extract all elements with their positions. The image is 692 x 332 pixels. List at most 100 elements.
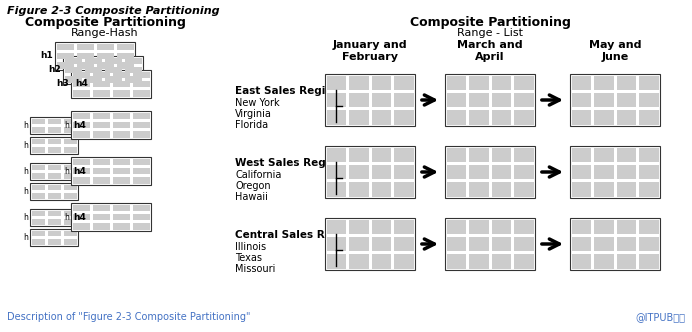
Bar (132, 131, 149, 137)
Text: h1: h1 (40, 51, 53, 60)
Text: h4: h4 (73, 212, 86, 221)
Text: East Sales Region: East Sales Region (235, 86, 340, 96)
Bar (325, 146, 415, 198)
Bar (93, 90, 109, 97)
Bar (469, 237, 489, 251)
Text: h: h (64, 167, 69, 176)
Bar (64, 210, 77, 216)
Bar (125, 76, 141, 82)
Bar (113, 131, 129, 137)
Bar (132, 81, 149, 87)
Bar (113, 90, 129, 97)
Bar (570, 146, 660, 198)
Bar (372, 75, 391, 90)
Bar (325, 74, 415, 126)
Bar (132, 177, 149, 184)
Text: h: h (64, 212, 69, 221)
Bar (469, 93, 489, 107)
Bar (514, 219, 534, 234)
Bar (104, 57, 122, 64)
Bar (93, 131, 109, 137)
Text: Central Sales Region: Central Sales Region (235, 230, 358, 240)
Text: Virginia: Virginia (235, 109, 272, 119)
Bar (639, 182, 659, 197)
Bar (469, 165, 489, 179)
Bar (77, 43, 93, 50)
Bar (445, 218, 535, 270)
Bar (491, 165, 511, 179)
Text: h3: h3 (56, 79, 69, 89)
Bar (469, 219, 489, 234)
Bar (64, 193, 77, 199)
Text: @ITPUB博客: @ITPUB博客 (635, 312, 685, 322)
Text: h2: h2 (48, 65, 61, 74)
Bar (48, 185, 60, 190)
Text: Composite Partitioning: Composite Partitioning (24, 16, 185, 29)
Bar (113, 223, 129, 229)
Bar (327, 165, 346, 179)
Bar (93, 168, 109, 174)
Bar (64, 76, 82, 82)
Bar (446, 147, 466, 162)
Bar (48, 219, 60, 224)
Text: Description of "Figure 2-3 Composite Partitioning": Description of "Figure 2-3 Composite Par… (7, 312, 251, 322)
Text: h4: h4 (75, 79, 88, 89)
Bar (617, 110, 636, 124)
Bar (93, 158, 109, 165)
Text: Illinois: Illinois (235, 242, 266, 252)
Bar (394, 182, 414, 197)
Text: h: h (64, 121, 69, 129)
Bar (349, 75, 369, 90)
Bar (327, 110, 346, 124)
Bar (64, 185, 77, 190)
Text: Range-Hash: Range-Hash (71, 28, 139, 38)
Bar (57, 43, 73, 50)
Bar (132, 205, 149, 211)
Bar (113, 158, 129, 165)
Bar (617, 219, 636, 234)
Bar (394, 219, 414, 234)
Bar (572, 254, 591, 269)
Bar (514, 110, 534, 124)
Bar (55, 42, 135, 70)
Bar (30, 183, 78, 200)
Bar (349, 147, 369, 162)
Bar (394, 237, 414, 251)
Bar (48, 173, 60, 179)
Bar (63, 56, 143, 84)
Bar (394, 147, 414, 162)
Bar (327, 75, 346, 90)
Bar (514, 165, 534, 179)
Text: h: h (23, 122, 28, 130)
Bar (491, 219, 511, 234)
Bar (48, 147, 60, 152)
Bar (77, 53, 93, 59)
Bar (73, 113, 89, 119)
Bar (64, 57, 82, 64)
Bar (491, 254, 511, 269)
Bar (32, 164, 44, 170)
Text: West Sales Region: West Sales Region (235, 158, 344, 168)
Bar (572, 219, 591, 234)
Bar (594, 219, 614, 234)
Bar (617, 147, 636, 162)
Bar (491, 147, 511, 162)
Bar (113, 168, 129, 174)
Bar (132, 122, 149, 128)
Bar (491, 182, 511, 197)
Bar (572, 147, 591, 162)
Text: h4: h4 (73, 167, 86, 176)
Bar (73, 168, 89, 174)
Text: h: h (23, 213, 28, 222)
Bar (372, 147, 391, 162)
Bar (617, 182, 636, 197)
Bar (572, 165, 591, 179)
Bar (639, 147, 659, 162)
Bar (325, 218, 415, 270)
Text: March and
April: March and April (457, 40, 523, 62)
Bar (327, 182, 346, 197)
Bar (71, 70, 151, 98)
Text: January and
February: January and February (333, 40, 408, 62)
Text: Composite Partitioning: Composite Partitioning (410, 16, 570, 29)
Bar (394, 254, 414, 269)
